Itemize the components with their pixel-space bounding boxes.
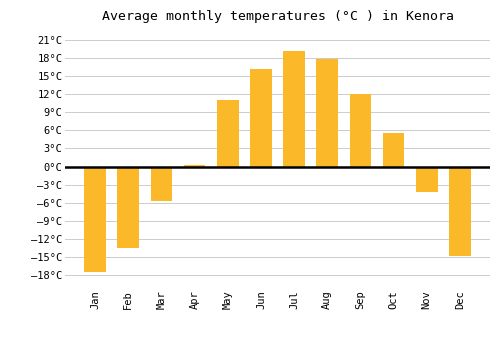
Bar xyxy=(350,94,371,167)
Bar xyxy=(449,167,470,256)
Bar xyxy=(316,59,338,167)
Bar xyxy=(150,167,172,202)
Bar xyxy=(383,133,404,167)
Bar xyxy=(217,100,238,167)
Title: Average monthly temperatures (°C ) in Kenora: Average monthly temperatures (°C ) in Ke… xyxy=(102,10,454,23)
Bar xyxy=(184,165,206,167)
Bar xyxy=(416,167,438,192)
Bar xyxy=(84,167,106,272)
Bar xyxy=(250,69,272,167)
Bar xyxy=(118,167,139,248)
Bar xyxy=(284,51,305,167)
